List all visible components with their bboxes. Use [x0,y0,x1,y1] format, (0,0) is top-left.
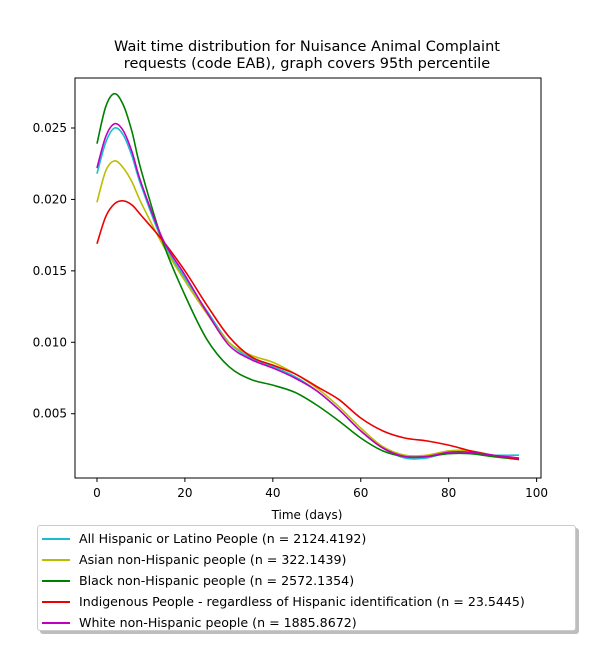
plot-lines [96,92,520,461]
legend-item: Indigenous People - regardless of Hispan… [42,591,575,612]
x-tick-label: 40 [265,486,280,500]
x-tick-label: 100 [525,486,548,500]
y-tick-label: 0.020 [33,192,67,206]
series-line-2 [96,160,520,461]
legend-swatch [42,558,70,561]
legend-swatch [42,621,70,624]
legend-label: Black non-Hispanic people (n = 2572.1354… [79,573,355,588]
y-tick-label: 0.005 [33,407,67,421]
chart-svg: Wait time distribution for Nuisance Anim… [33,39,548,520]
legend-item: All Hispanic or Latino People (n = 2124.… [42,528,575,549]
legend-swatch [42,600,70,603]
legend-item: White non-Hispanic people (n = 1885.8672… [42,612,575,633]
legend-item: Black non-Hispanic people (n = 2572.1354… [42,570,575,591]
legend: All Hispanic or Latino People (n = 2124.… [37,525,576,631]
x-tick-label: 20 [177,486,192,500]
y-tick-label: 0.010 [33,335,67,349]
legend-swatch [42,537,70,540]
x-axis: 0 20 40 60 80 100 [93,478,548,500]
x-axis-label: Time (days) [271,508,343,520]
legend-label: Indigenous People - regardless of Hispan… [79,594,525,609]
series-line-5 [96,122,520,459]
legend-item: Asian non-Hispanic people (n = 322.1439) [42,549,575,570]
legend-label: White non-Hispanic people (n = 1885.8672… [79,615,357,630]
y-axis: 0.005 0.010 0.015 0.020 0.025 [33,121,75,421]
y-tick-label: 0.025 [33,121,67,135]
x-tick-label: 0 [93,486,101,500]
series-line-4 [96,200,520,461]
legend-label: All Hispanic or Latino People (n = 2124.… [79,531,367,546]
x-tick-label: 60 [353,486,368,500]
legend-label: Asian non-Hispanic people (n = 322.1439) [79,552,347,567]
x-tick-label: 80 [441,486,456,500]
series-line-3 [96,92,520,461]
plot-frame [74,77,542,479]
y-tick-label: 0.015 [33,264,67,278]
series-line-1 [96,126,520,460]
legend-swatch [42,579,70,582]
chart-title: Wait time distribution for Nuisance Anim… [114,39,500,72]
